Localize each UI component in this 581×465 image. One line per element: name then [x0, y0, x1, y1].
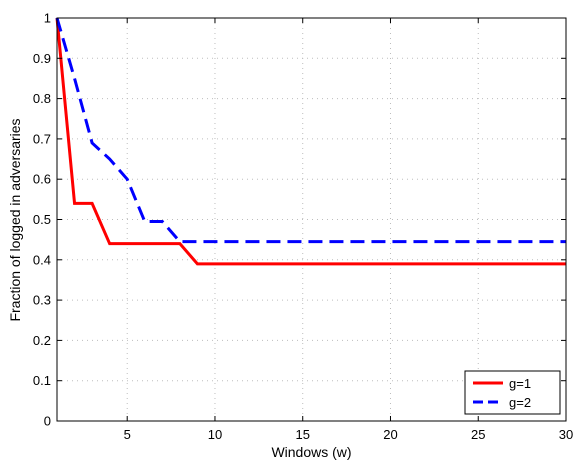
x-tick-label: 30 — [559, 427, 573, 442]
x-axis-title: Windows (w) — [271, 444, 351, 460]
grid-lines — [57, 18, 566, 421]
series-line-g1 — [55, 17, 566, 266]
legend-label-g2: g=2 — [509, 395, 531, 410]
ticks — [57, 17, 567, 422]
series-line-g2 — [55, 17, 566, 244]
series-layer — [55, 17, 566, 266]
legend: g=1 g=2 — [464, 370, 561, 415]
legend-label-g1: g=1 — [509, 376, 531, 391]
x-tick-label: 25 — [471, 427, 485, 442]
y-tick-label: 0.1 — [33, 373, 51, 388]
y-tick-label: 0.8 — [33, 91, 51, 106]
y-tick-label: 0 — [44, 414, 51, 429]
x-tick-label: 20 — [383, 427, 397, 442]
y-tick-label: 0.4 — [33, 252, 51, 267]
y-tick-label: 0.6 — [33, 172, 51, 187]
y-tick-label: 0.7 — [33, 131, 51, 146]
y-tick-label: 0.5 — [33, 212, 51, 227]
x-tick-label: 15 — [295, 427, 309, 442]
y-tick-label: 1 — [44, 11, 51, 26]
y-axis-title: Fraction of logged in adversaries — [7, 118, 23, 321]
y-tick-label: 0.3 — [33, 293, 51, 308]
x-tick-label: 10 — [208, 427, 222, 442]
x-tick-label: 5 — [124, 427, 131, 442]
legend-box — [464, 370, 561, 415]
y-tick-label: 0.2 — [33, 333, 51, 348]
tick-labels: 00.10.20.30.40.50.60.70.80.915 10 15 20 25 30 — [33, 11, 573, 443]
y-tick-label: 0.9 — [33, 51, 51, 66]
